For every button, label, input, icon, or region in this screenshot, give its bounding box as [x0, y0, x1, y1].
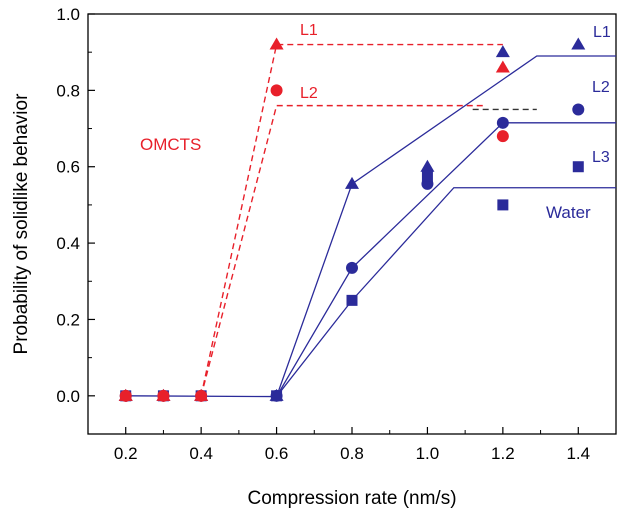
fit-line [200, 104, 484, 396]
annotation-red-l1: L1 [300, 22, 318, 39]
x-tick-label: 0.2 [114, 444, 138, 463]
axes: 0.2 0.4 0.6 0.8 1.0 1.2 1.4 0.0 0.2 0.4 0.6 0.8 1.0 [56, 5, 590, 463]
annotation-blue-l1: L1 [593, 24, 611, 41]
annotation-water: Water [546, 203, 591, 222]
y-tick-label: 0.6 [56, 158, 80, 177]
data-point-square [572, 161, 584, 173]
data-point-square [421, 170, 433, 182]
data-point-triangle [420, 159, 435, 172]
x-tick-label: 0.4 [189, 444, 213, 463]
data-point-triangle [495, 45, 510, 58]
data-point-circle [119, 389, 132, 402]
fit-line [200, 43, 503, 396]
x-tick-label: 0.8 [340, 444, 364, 463]
data-point-circle [195, 389, 208, 402]
fit-line [276, 122, 616, 397]
y-axis-label: Probability of solidlike behavior [11, 93, 32, 355]
data-point-triangle [269, 37, 284, 50]
data-point-triangle [571, 37, 586, 50]
data-markers [118, 37, 586, 402]
plot-frame [87, 13, 617, 435]
x-tick-label: 1.2 [491, 444, 515, 463]
data-point-triangle [495, 60, 510, 73]
x-tick-label: 0.6 [265, 444, 289, 463]
x-tick-label: 1.0 [416, 444, 440, 463]
y-tick-label: 0.4 [56, 234, 80, 253]
annotation-omcts: OMCTS [140, 135, 201, 154]
fit-line [125, 55, 616, 398]
data-point-square [271, 390, 283, 402]
data-point-circle [346, 261, 358, 274]
y-tick-label: 1.0 [56, 5, 80, 24]
data-point-square [346, 294, 358, 306]
x-tick-label: 1.4 [566, 444, 590, 463]
data-point-circle [496, 116, 509, 129]
data-point-square [497, 199, 509, 211]
fit-line [276, 187, 616, 397]
fit-lines [125, 43, 616, 398]
data-point-circle [270, 84, 283, 97]
data-point-circle [157, 389, 170, 402]
data-point-circle [496, 130, 509, 143]
y-tick-label: 0.0 [56, 387, 80, 406]
data-point-circle [572, 103, 585, 116]
x-axis-label: Compression rate (nm/s) [247, 488, 456, 509]
annotation-red-l2: L2 [300, 85, 318, 102]
annotation-blue-l3: L3 [592, 149, 610, 166]
data-point-triangle [345, 176, 359, 189]
y-tick-label: 0.2 [56, 310, 80, 329]
annotation-blue-l2: L2 [592, 79, 610, 96]
y-tick-label: 0.8 [56, 81, 80, 100]
